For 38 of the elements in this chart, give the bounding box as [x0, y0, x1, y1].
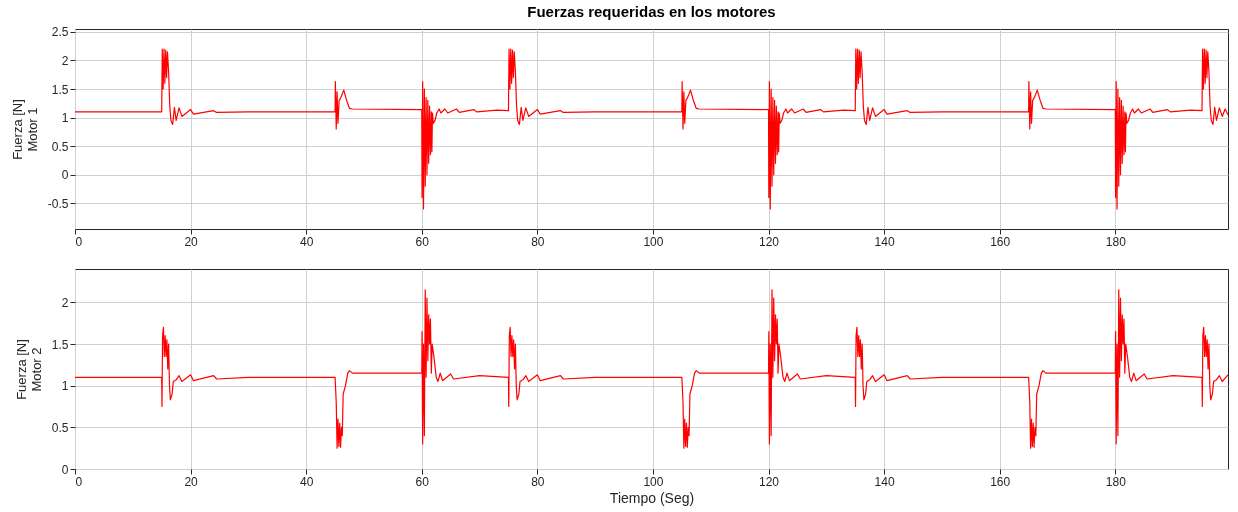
- x-tick-label: 60: [415, 474, 430, 489]
- line-series: [75, 289, 1228, 449]
- y-tick-label: 2.5: [51, 25, 69, 40]
- y-tick-label: 1: [61, 111, 69, 126]
- x-tick-label: 100: [643, 234, 664, 249]
- line-series: [75, 48, 1228, 210]
- x-tick-label: 140: [874, 234, 895, 249]
- x-tick-label: 120: [759, 474, 780, 489]
- x-tick-label: 80: [531, 474, 545, 489]
- y-tick-label: 2: [61, 295, 69, 310]
- y-tick-label: 0: [61, 168, 69, 183]
- x-tick-label: 180: [1105, 234, 1127, 249]
- y-tick-label: 1: [61, 379, 69, 394]
- y-tick-label: 0.5: [51, 420, 69, 435]
- x-axis-title: Tiempo (Seg): [609, 489, 695, 506]
- x-tick-label: 120: [759, 234, 780, 249]
- y-tick-label: 2: [61, 53, 69, 68]
- x-tick-label: 100: [643, 474, 664, 489]
- y-axis-title: Fuerza [N] Motor 1: [9, 99, 40, 160]
- x-tick-label: 0: [75, 474, 83, 489]
- x-tick-label: 160: [990, 474, 1011, 489]
- y-tick-label: 1.5: [51, 82, 69, 97]
- x-tick-label: 20: [184, 474, 199, 489]
- chart-title: Fuerzas requeridas en los motores: [527, 2, 776, 20]
- y-tick-label: 1.5: [51, 337, 69, 352]
- y-axis-title: Fuerza [N] Motor 2: [13, 339, 44, 400]
- x-tick-label: 60: [415, 234, 430, 249]
- x-tick-label: 140: [874, 474, 895, 489]
- y-tick-label: -0.5: [47, 196, 69, 211]
- x-tick-label: 180: [1105, 474, 1127, 489]
- x-tick-label: 20: [184, 234, 199, 249]
- x-tick-label: 0: [75, 234, 83, 249]
- y-tick-label: 0.5: [51, 139, 69, 154]
- x-tick-label: 40: [300, 474, 314, 489]
- y-tick-label: 0: [61, 462, 69, 477]
- x-tick-label: 80: [531, 234, 545, 249]
- x-tick-label: 160: [990, 234, 1011, 249]
- x-tick-label: 40: [300, 234, 314, 249]
